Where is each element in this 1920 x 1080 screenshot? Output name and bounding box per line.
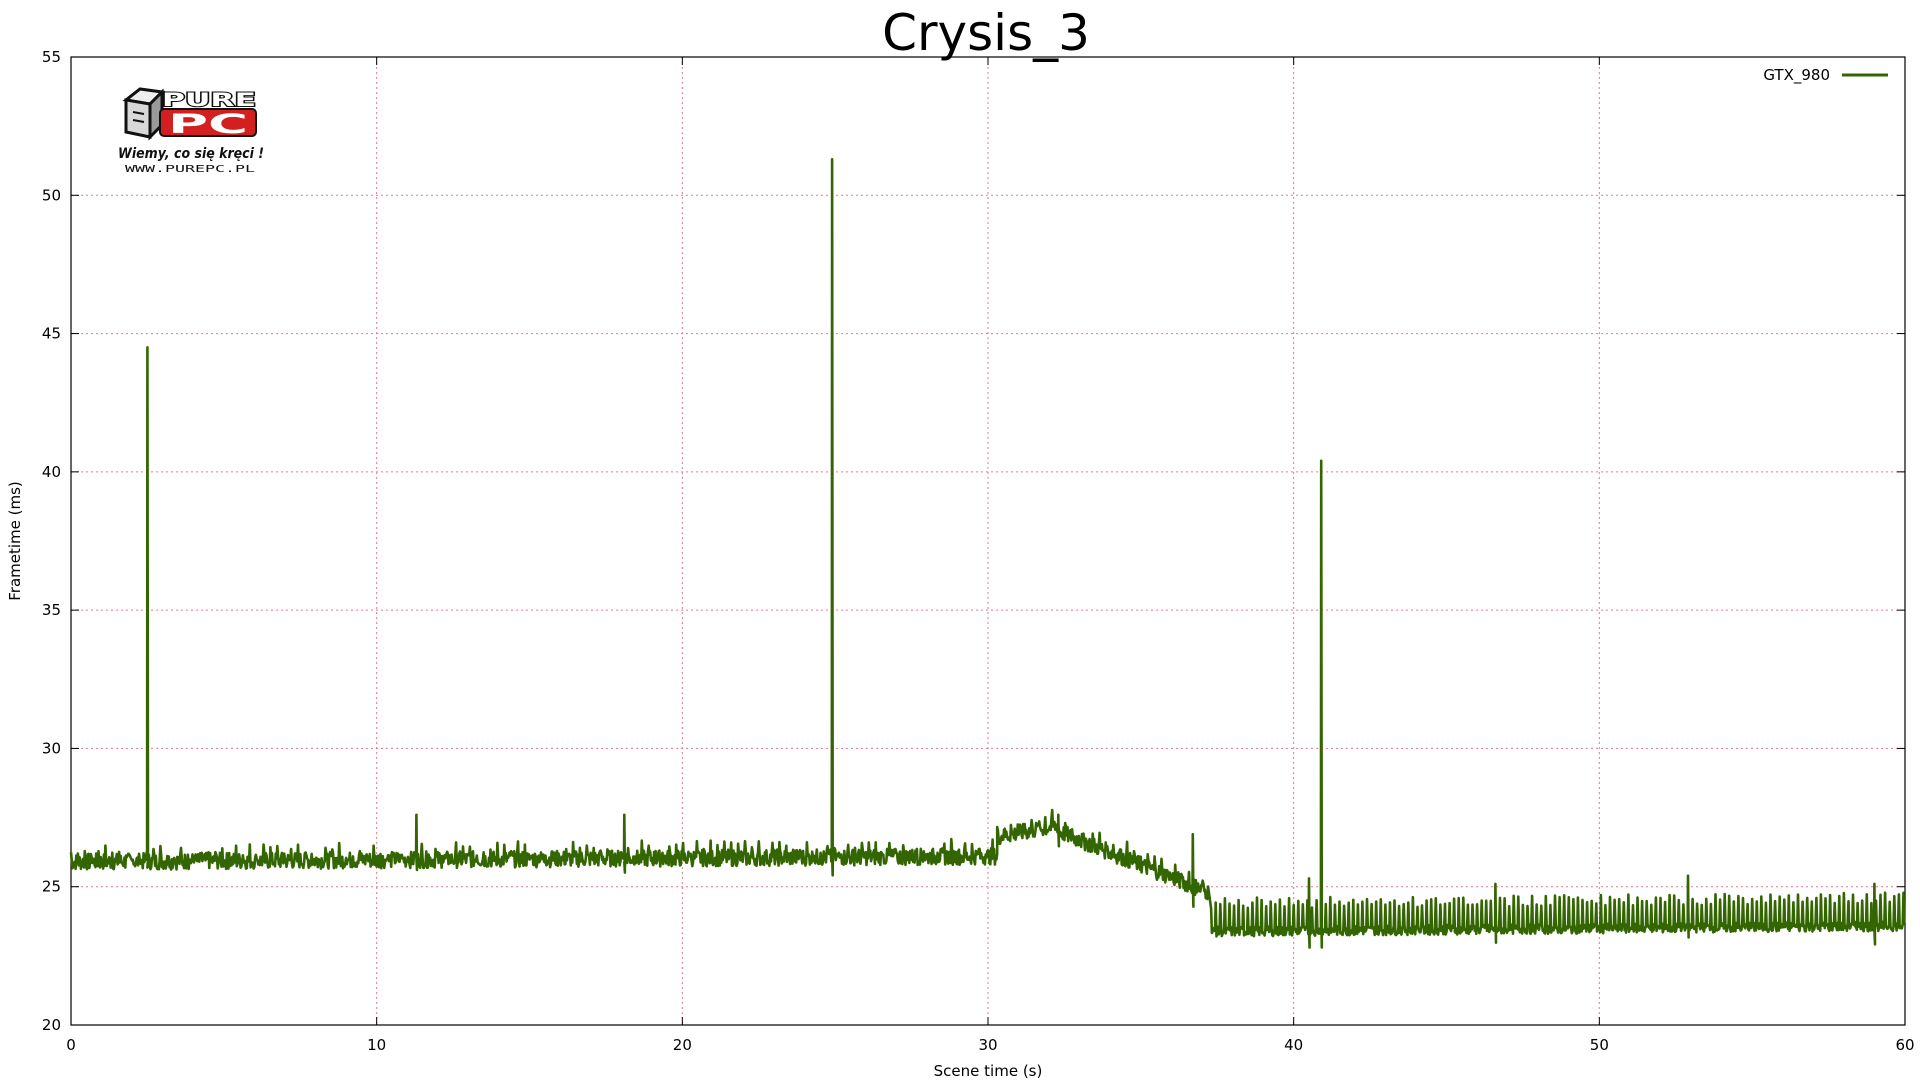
x-tick-label: 50 <box>1590 1036 1609 1054</box>
box-icon <box>122 87 166 141</box>
x-tick-label: 60 <box>1895 1036 1914 1054</box>
x-tick-label: 30 <box>978 1036 997 1054</box>
y-tick-label: 55 <box>42 48 61 66</box>
axis-ticks: 0 10 20 30 40 50 60 20 25 30 35 40 45 50 55 <box>42 48 1915 1054</box>
logo-url: WWW.PUREPC.PL <box>125 164 255 175</box>
y-tick-label: 40 <box>42 463 61 481</box>
y-tick-label: 50 <box>42 186 61 204</box>
purepc-logo: PURE PC Wiemy, co się kręci ! WWW.PUREPC… <box>118 87 264 175</box>
y-tick-label: 30 <box>42 739 61 757</box>
x-tick-label: 40 <box>1284 1036 1303 1054</box>
legend: GTX_980 <box>1763 66 1888 85</box>
series-layer <box>69 158 1907 949</box>
logo-pure-text: PURE <box>162 89 256 111</box>
y-tick-label: 35 <box>42 601 61 619</box>
x-tick-label: 0 <box>66 1036 76 1054</box>
logo-pc-text: PC <box>168 109 248 140</box>
y-tick-label: 20 <box>42 1016 61 1034</box>
x-tick-label: 10 <box>367 1036 386 1054</box>
logo-pc-background <box>159 108 257 137</box>
y-tick-label: 25 <box>42 878 61 896</box>
logo-slogan: Wiemy, co się kręci ! <box>118 146 264 162</box>
chart-title: Crysis_3 <box>882 4 1090 62</box>
grid-lines <box>71 57 1905 1025</box>
y-tick-label: 45 <box>42 325 61 343</box>
legend-label: GTX_980 <box>1763 66 1830 85</box>
x-tick-label: 20 <box>673 1036 692 1054</box>
x-axis-label: Scene time (s) <box>934 1062 1043 1080</box>
series-line-gtx-980 <box>69 158 1907 949</box>
y-axis-label: Frametime (ms) <box>6 481 24 601</box>
